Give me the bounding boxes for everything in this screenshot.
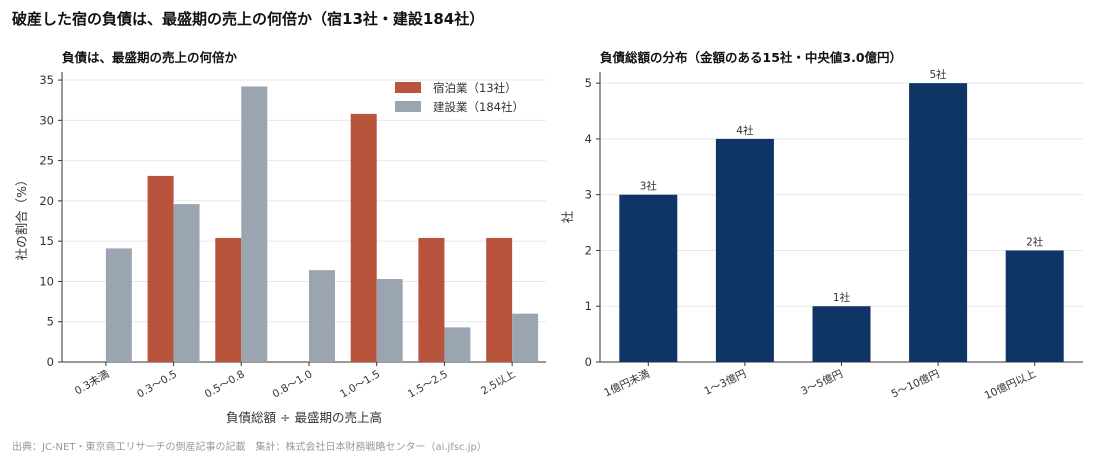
y-tick-label: 5 [47, 315, 54, 329]
legend-label: 建設業（184社） [433, 100, 524, 114]
data-label: 4社 [736, 124, 754, 137]
bar [909, 83, 968, 363]
y-tick-label: 0 [585, 355, 592, 369]
y-tick-label: 25 [39, 154, 54, 168]
x-tick-label: 1〜3億円 [702, 367, 748, 398]
y-tick-label: 20 [39, 194, 54, 208]
x-tick-label: 0.3〜0.5 [135, 368, 179, 400]
bar-construction [241, 86, 268, 362]
bar-construction [105, 248, 132, 362]
y-axis-label: 社の割合（%） [14, 174, 29, 261]
bar-construction [512, 313, 539, 362]
y-tick-label: 2 [585, 243, 592, 257]
bar-construction [173, 204, 200, 362]
legend-swatch [395, 82, 421, 93]
y-tick-label: 35 [39, 73, 54, 87]
bar [619, 194, 678, 362]
x-tick-label: 3〜5億円 [799, 367, 845, 398]
bar-construction [376, 279, 403, 362]
legend-label: 宿泊業（13社） [433, 81, 517, 95]
x-tick-label: 10億円以上 [982, 367, 1038, 402]
bar-lodging [418, 237, 445, 362]
data-label: 1社 [833, 291, 851, 304]
y-tick-label: 3 [585, 188, 592, 202]
data-label: 2社 [1026, 235, 1044, 248]
y-tick-label: 4 [585, 132, 592, 146]
bar-construction [309, 270, 335, 362]
source-note: 出典：JC-NET・東京商工リサーチの倒産記事の記載 集計：株式会社日本財務戦略… [12, 442, 487, 453]
x-tick-label: 5〜10億円 [889, 367, 941, 401]
y-axis-label: 社 [560, 211, 575, 224]
bar [715, 138, 774, 362]
x-axis-label: 負債総額 ÷ 最盛期の売上高 [226, 410, 382, 425]
chart-title: 負債総額の分布（金額のある15社・中央値3.0億円） [600, 50, 902, 65]
data-label: 5社 [930, 68, 948, 81]
chart-title: 負債は、最盛期の売上の何倍か [62, 50, 238, 65]
y-tick-label: 10 [39, 274, 54, 288]
x-tick-label: 1.5〜2.5 [406, 368, 450, 400]
x-tick-label: 0.8〜1.0 [270, 368, 314, 400]
legend-swatch [395, 101, 421, 112]
x-tick-label: 0.3未満 [73, 368, 112, 397]
y-tick-label: 5 [585, 76, 592, 90]
x-tick-label: 0.5〜0.8 [203, 368, 247, 400]
y-tick-label: 30 [39, 113, 54, 127]
bar-construction [444, 327, 471, 362]
bar-lodging [350, 113, 377, 362]
bar-lodging [147, 175, 174, 362]
x-tick-label: 1.0〜1.5 [338, 368, 382, 400]
figure-title: 破産した宿の負債は、最盛期の売上の何倍か（宿13社・建設184社） [12, 10, 485, 28]
x-tick-label: 1億円未満 [602, 367, 652, 400]
bar-lodging [486, 237, 513, 362]
y-tick-label: 0 [47, 355, 54, 369]
x-tick-label: 2.5以上 [479, 368, 518, 397]
bar-lodging [215, 237, 242, 362]
y-tick-label: 1 [585, 299, 592, 313]
bar [1005, 250, 1064, 362]
bar [812, 306, 871, 362]
data-label: 3社 [640, 180, 658, 193]
y-tick-label: 15 [39, 234, 54, 248]
